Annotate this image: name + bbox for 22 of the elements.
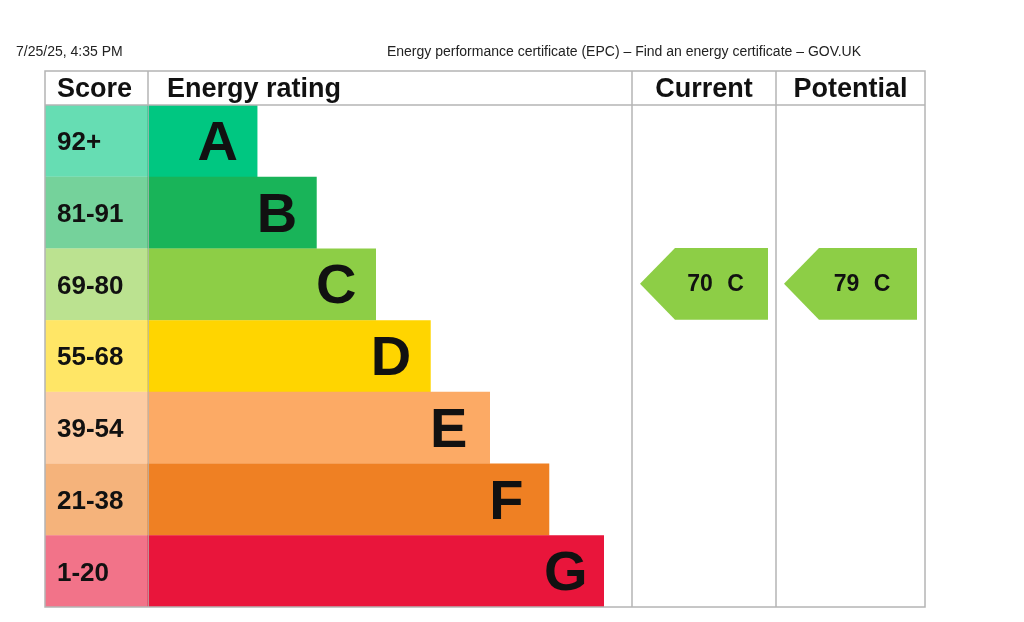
annotation: B (256, 179, 298, 246)
text: 70 C (687, 269, 744, 299)
text: Current (655, 72, 753, 105)
y-tick-label: 92+ (57, 126, 102, 157)
annotation: C (316, 251, 357, 318)
text: Energy performance certificate (EPC) – Find an energy certificate – GOV.UK (386, 43, 862, 59)
y-axis-title: Score (57, 72, 133, 105)
annotation: F (489, 466, 524, 533)
y-tick-label: 1-20 (57, 556, 110, 587)
text: 79 C (833, 269, 891, 299)
annotation: A (197, 108, 238, 174)
y-tick-label: 39-54 (57, 413, 125, 444)
y-tick-label: 81-91 (57, 197, 124, 228)
annotation: G (544, 538, 588, 605)
annotation: D (370, 323, 412, 390)
y-tick-label: 69-80 (57, 269, 124, 300)
y-tick-label: 55-68 (57, 341, 124, 372)
y-tick-label: 21-38 (57, 484, 124, 515)
annotation: E (430, 394, 468, 461)
text: Potential (793, 72, 908, 105)
text: 7/25/25, 4:35 PM (16, 43, 123, 59)
x-axis-title: Energy rating (167, 72, 342, 105)
